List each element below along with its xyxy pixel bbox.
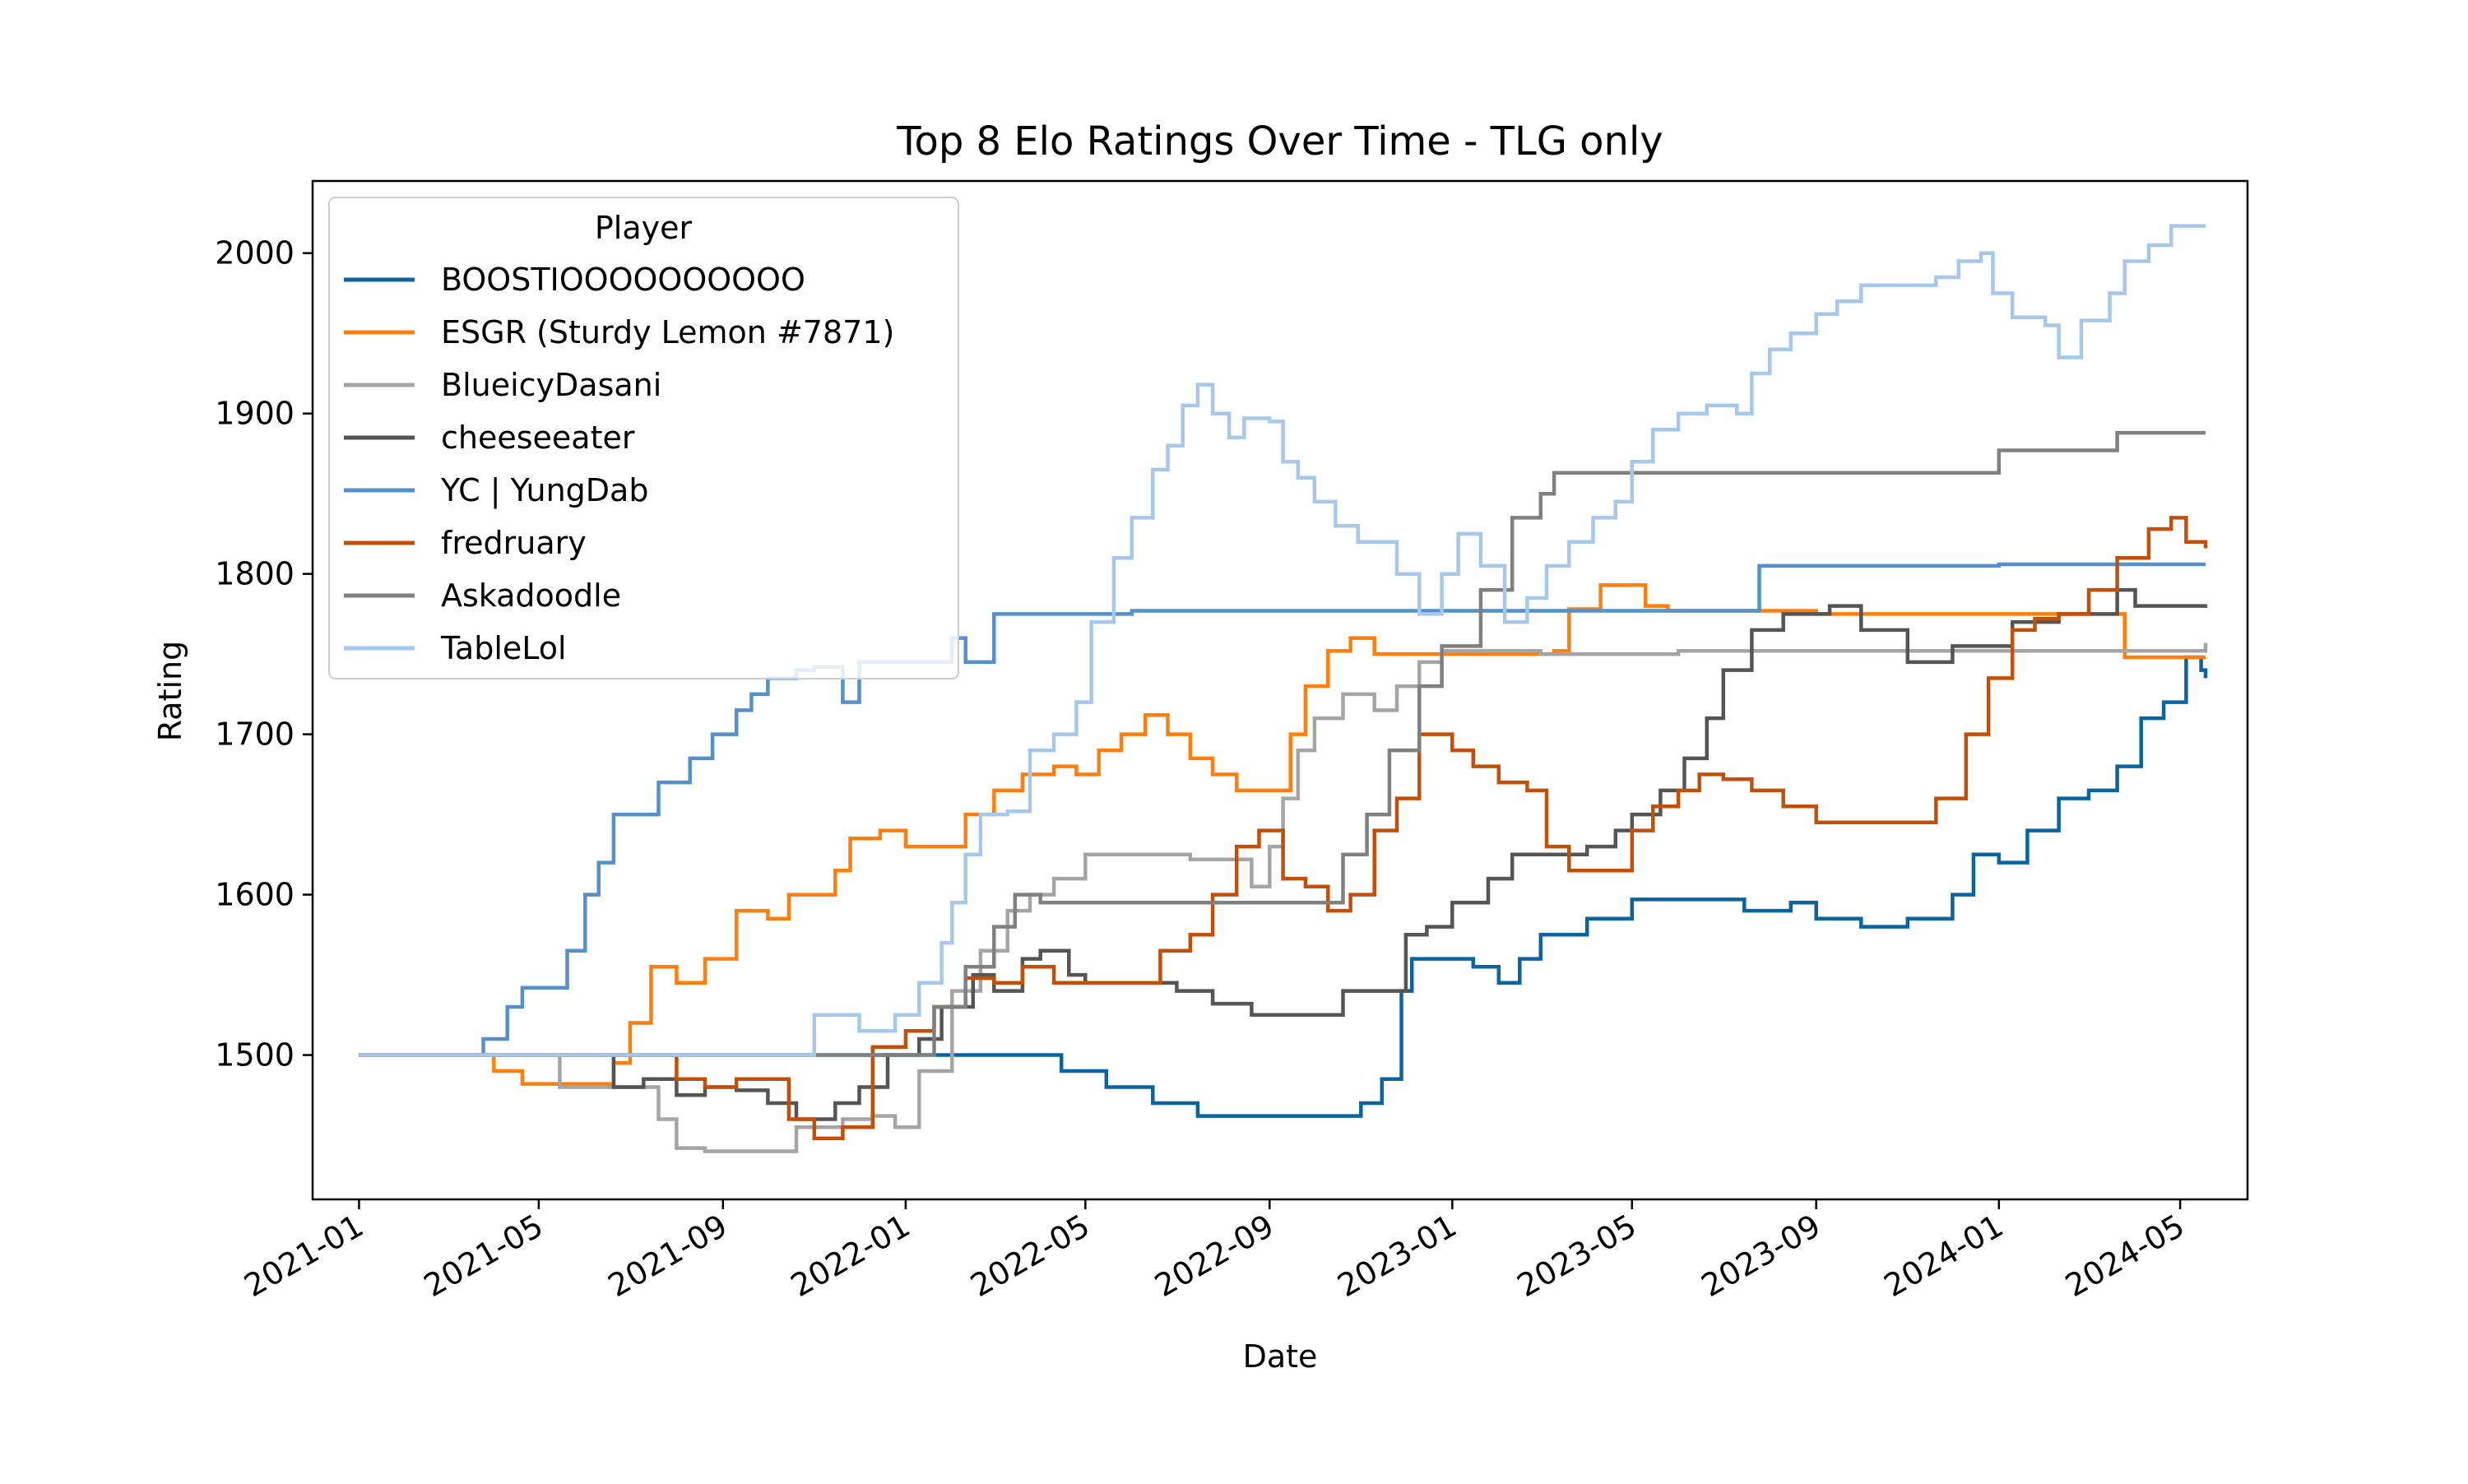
legend-title: Player xyxy=(595,210,693,246)
y-axis-label: Rating xyxy=(152,641,188,742)
series-line-3 xyxy=(359,587,2208,1121)
x-axis-label: Date xyxy=(1243,1338,1318,1375)
series-line-7 xyxy=(359,224,2206,1057)
legend-items: BOOSTIOOOOOOOOOO ESGR (Sturdy Lemon #7871… xyxy=(344,262,894,666)
legend-label-0: BOOSTIOOOOOOOOOO xyxy=(441,262,805,298)
y-tick-label-4: 1900 xyxy=(215,396,295,432)
legend-label-4: YC | YungDab xyxy=(440,472,648,509)
y-tick-label-2: 1700 xyxy=(215,716,295,753)
series-line-6 xyxy=(359,430,2206,1057)
series-line-5 xyxy=(359,516,2208,1141)
legend-label-3: cheeseeater xyxy=(441,420,635,456)
legend-label-7: TableLol xyxy=(440,630,567,666)
legend-label-2: BlueicyDasani xyxy=(441,367,661,403)
chart-title: Top 8 Elo Ratings Over Time - TLG only xyxy=(896,118,1663,165)
y-tick-label-1: 1600 xyxy=(215,877,295,913)
legend-label-5: fredruary xyxy=(441,525,587,561)
legend-label-6: Askadoodle xyxy=(441,577,621,614)
y-axis-ticks: 1500 1600 1700 1800 1900 2000 xyxy=(215,235,313,1074)
plot-area xyxy=(359,224,2208,1153)
legend-box xyxy=(328,197,959,679)
series-line-0 xyxy=(359,655,2208,1118)
legend-label-1: ESGR (Sturdy Lemon #7871) xyxy=(441,314,894,350)
series-line-2 xyxy=(359,642,2208,1153)
y-tick-label-0: 1500 xyxy=(215,1037,295,1074)
series-line-4 xyxy=(359,562,2206,1057)
y-tick-label-3: 1800 xyxy=(215,556,295,592)
legend: Player BOOSTIOOOOOOOOOO ESGR (Sturdy Lemo… xyxy=(328,197,959,679)
y-tick-label-5: 2000 xyxy=(215,235,295,271)
plot-frame xyxy=(311,179,2249,1201)
